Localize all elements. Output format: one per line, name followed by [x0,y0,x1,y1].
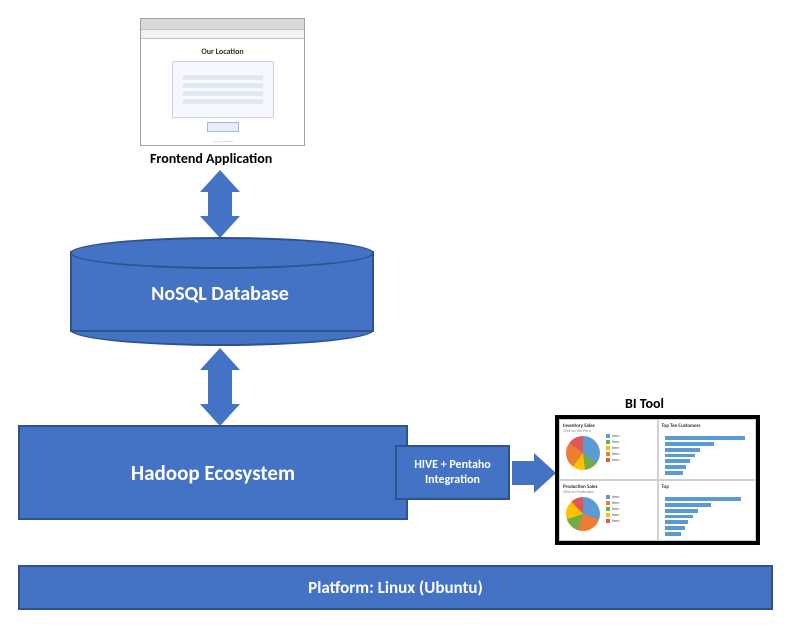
hadoop-node: Hadoop Ecosystem [18,425,408,520]
cylinder-top [70,237,374,269]
arrow-head-up-icon [200,348,240,370]
bar [665,442,714,446]
bar [665,436,745,440]
bi-cell-top: Top [658,480,757,541]
form-row [183,91,263,96]
pie-legend: Item Item Item Item Item [606,495,620,525]
arrow-shaft [208,190,232,218]
bar [665,520,689,524]
platform-label: Platform: Linux (Ubuntu) [308,577,483,598]
legend-item: Item [612,452,620,457]
legend-item: Item [612,519,620,524]
bar [665,459,690,463]
bar-chart [665,497,750,536]
legend-item: Item [612,440,620,445]
bi-tool-label: BI Tool [625,395,664,412]
bar [665,465,687,469]
form-row [183,99,263,104]
bar [665,532,682,536]
pie-chart-icon [566,436,600,470]
bar [665,471,684,475]
legend-item: Item [612,446,620,451]
bar [665,509,699,513]
bi-cell-top-customers: Top Ten Customers [658,419,757,480]
bar-chart [665,436,750,475]
legend-item: Item [612,507,620,512]
form-row [183,75,263,80]
browser-page: Our Location ……………… [141,39,304,152]
bar [665,448,700,452]
hive-label-line1: HIVE + Pentaho [414,458,491,472]
database-node: NoSQL Database [70,237,370,342]
browser-footer: ……………… [153,138,292,144]
arrow-head-right-icon [534,453,556,493]
platform-node: Platform: Linux (Ubuntu) [18,565,773,610]
bi-cell-title: Top [662,484,753,490]
arrow-head-down-icon [200,404,240,426]
legend-item: Item [612,513,620,518]
bi-cell-title: Top Ten Customers [662,423,753,429]
frontend-label: Frontend Application [150,150,272,167]
hadoop-label: Hadoop Ecosystem [131,460,295,486]
bi-cell-inventory: Inventory Sales Click on the Price Item … [559,419,658,480]
bar [665,526,685,530]
bi-dashboard: Inventory Sales Click on the Price Item … [555,415,760,545]
legend-item: Item [612,501,620,506]
pie-legend: Item Item Item Item Item [606,434,620,464]
legend-item: Item [612,434,620,439]
browser-form [172,61,274,118]
bar [665,515,694,519]
arrow-head-up-icon [200,170,240,192]
bi-grid: Inventory Sales Click on the Price Item … [559,419,756,541]
bar [665,454,695,458]
bar [665,503,711,507]
legend-item: Item [612,458,620,463]
hive-label-line2: Integration [425,473,480,487]
bar [665,497,741,501]
arrow-head-down-icon [200,216,240,238]
arrow-shaft [208,368,232,406]
hive-node: HIVE + Pentaho Integration [395,445,510,500]
frontend-window: Our Location ……………… [140,18,305,146]
browser-page-title: Our Location [153,47,292,57]
form-row [183,83,263,88]
bi-cell-production: Production Sales Click on Production Ite… [559,480,658,541]
browser-form-button [207,122,239,132]
pie-chart-icon [566,497,600,531]
browser-chrome-bar [141,19,304,30]
arrow-shaft [512,461,536,485]
database-label: NoSQL Database [70,282,370,306]
legend-item: Item [612,495,620,500]
browser-address-bar [141,30,304,39]
